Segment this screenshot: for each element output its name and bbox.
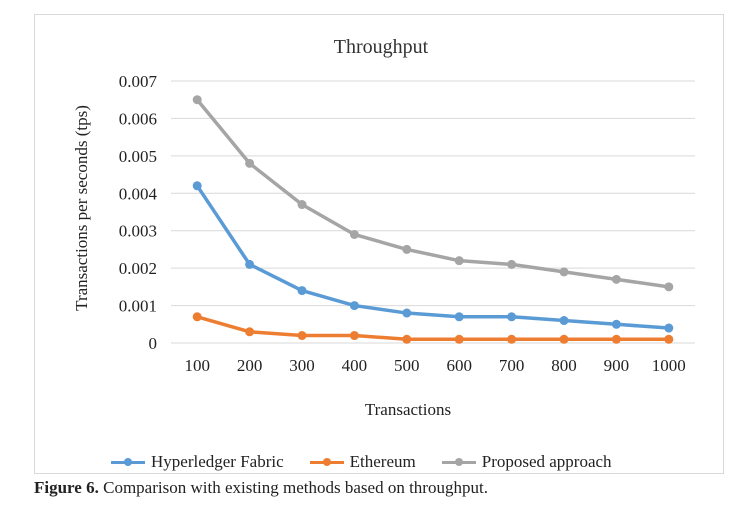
legend-label: Hyperledger Fabric <box>151 452 284 471</box>
legend-item: Ethereum <box>309 452 416 472</box>
series-line <box>195 98 670 289</box>
figure-caption: Figure 6. Comparison with existing metho… <box>34 478 488 498</box>
x-axis-label: Transactions <box>365 400 451 419</box>
x-tick-label: 400 <box>342 356 368 375</box>
x-tick-label: 500 <box>394 356 420 375</box>
y-tick-label: 0.004 <box>119 184 158 203</box>
legend-item: Hyperledger Fabric <box>111 452 284 472</box>
x-tick-label: 700 <box>499 356 524 375</box>
data-point <box>402 244 412 254</box>
data-point <box>402 308 412 318</box>
x-tick-label: 900 <box>604 356 630 375</box>
data-point <box>559 316 569 326</box>
legend-label: Proposed approach <box>481 452 612 471</box>
y-tick-label: 0.007 <box>119 72 158 91</box>
legend: Hyperledger Fabric Ethereum Proposed appro… <box>111 452 638 472</box>
data-point <box>245 327 255 337</box>
legend-swatch <box>309 456 344 468</box>
data-point <box>664 323 674 333</box>
data-point <box>297 331 307 341</box>
x-tick-label: 600 <box>446 356 472 375</box>
x-tick-label: 200 <box>237 356 263 375</box>
series-proposed-approach <box>192 95 674 292</box>
series-line <box>196 315 669 342</box>
data-point <box>507 259 517 269</box>
y-tick-label: 0.001 <box>119 297 157 316</box>
data-point <box>454 312 464 322</box>
data-point <box>559 334 569 344</box>
data-point <box>507 312 517 322</box>
data-point <box>402 334 412 344</box>
data-point <box>611 319 621 329</box>
chart-title: Throughput <box>334 36 429 58</box>
series-line <box>195 184 669 330</box>
data-point <box>297 200 307 210</box>
y-tick-label: 0.005 <box>119 147 157 166</box>
x-tick-label: 800 <box>551 356 577 375</box>
data-point <box>192 312 202 322</box>
x-tick-label: 1000 <box>652 356 686 375</box>
data-point <box>192 95 202 105</box>
data-point <box>454 334 464 344</box>
y-tick-label: 0 <box>149 334 158 353</box>
caption-text: Comparison with existing methods based o… <box>98 478 488 497</box>
x-tick-label: 100 <box>184 356 210 375</box>
legend-swatch <box>111 456 145 468</box>
data-point <box>507 334 517 344</box>
data-point <box>664 282 674 292</box>
chart-area: Throughput 0 0.001 0.002 0.003 0.004 0.005 0.0… <box>34 14 724 474</box>
caption-label: Figure 6. <box>34 478 99 497</box>
data-point <box>245 158 255 168</box>
data-point <box>611 334 621 344</box>
data-point <box>245 259 255 269</box>
data-point <box>611 274 621 284</box>
y-tick-label: 0.006 <box>119 109 157 128</box>
series-ethereum <box>192 312 674 344</box>
y-tick-label: 0.002 <box>119 259 157 278</box>
series-hyperledger-fabric <box>192 181 674 333</box>
data-point <box>349 301 359 311</box>
data-point <box>192 181 202 191</box>
data-point <box>349 331 359 341</box>
x-tick-label: 300 <box>289 356 315 375</box>
data-point <box>454 256 464 266</box>
data-point <box>349 229 359 239</box>
data-point <box>297 286 307 296</box>
y-tick-label: 0.003 <box>119 222 157 241</box>
data-point <box>559 267 569 277</box>
legend-item: Proposed approach <box>441 452 612 472</box>
line-chart: Throughput 0 0.001 0.002 0.003 0.004 0.005 0.0… <box>72 36 695 419</box>
y-axis-label: Transactions per seconds (tps) <box>72 105 91 311</box>
data-point <box>664 334 674 344</box>
legend-swatch <box>441 456 476 468</box>
legend-label: Ethereum <box>349 452 416 471</box>
